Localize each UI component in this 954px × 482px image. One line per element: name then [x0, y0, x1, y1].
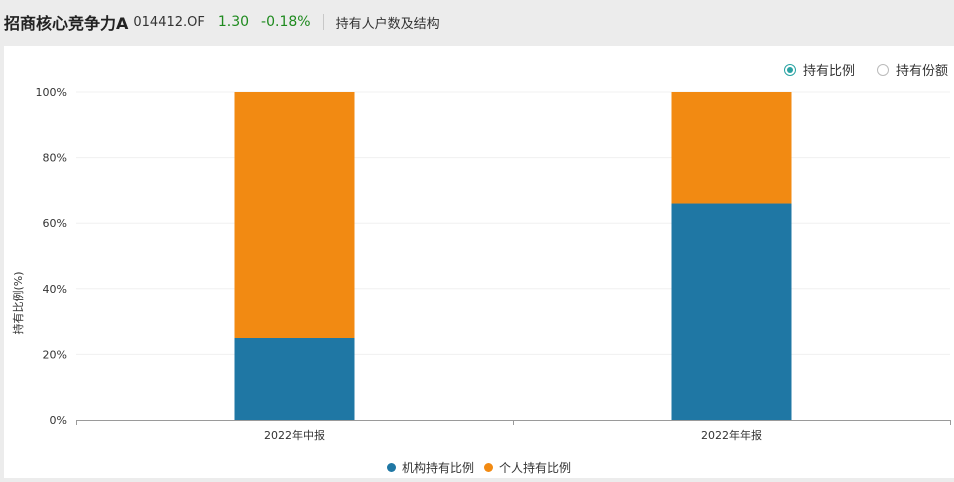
- y-axis-label: 持有比例(%): [11, 271, 25, 334]
- stacked-bar-chart: 0% 20% 40% 60% 80% 100% 持有比例(%) 2022年中报 2022年年…: [11, 86, 951, 442]
- x-tick-label: 2022年中报: [264, 428, 325, 442]
- section-title: 持有人户数及结构: [335, 16, 440, 32]
- radio-unselected-icon[interactable]: [876, 63, 889, 76]
- option-holding-shares[interactable]: 持有份额: [876, 60, 948, 79]
- y-tick-label: 20%: [43, 348, 67, 361]
- x-tick-label: 2022年年报: [701, 428, 762, 442]
- bar-institution: [234, 338, 355, 420]
- legend-item-individual[interactable]: 个人持有比例: [484, 459, 571, 476]
- legend: 机构持有比例 个人持有比例: [4, 459, 954, 476]
- fund-code: 014412.OF: [133, 14, 205, 30]
- radio-selected-icon[interactable]: [783, 63, 796, 76]
- chart-panel: 持有比例 持有份额 0% 20% 40% 60% 80% 100% 持有比例(%) 202…: [4, 46, 954, 478]
- y-tick-label: 40%: [43, 283, 67, 296]
- header-bar: 招商核心竞争力A 014412.OF 1.30 -0.18% 持有人户数及结构: [0, 0, 954, 44]
- legend-dot-institution: [386, 463, 396, 472]
- fund-nav: 1.30: [217, 14, 250, 30]
- option-holding-ratio[interactable]: 持有比例: [783, 60, 855, 79]
- header-divider: [322, 14, 324, 30]
- bars: [234, 92, 792, 420]
- view-toggle: 持有比例 持有份额: [762, 60, 948, 79]
- x-axis: 2022年中报 2022年年报: [76, 420, 951, 442]
- y-tick-label: 60%: [43, 217, 67, 230]
- legend-dot-individual: [484, 463, 493, 472]
- legend-label-individual: 个人持有比例: [499, 461, 572, 475]
- y-tick-label: 80%: [43, 152, 67, 165]
- y-tick-label: 0%: [50, 414, 67, 427]
- bar-institution: [671, 203, 792, 420]
- fund-change: -0.18%: [261, 14, 311, 30]
- bar-individual: [234, 92, 355, 338]
- grid-lines: [76, 91, 950, 355]
- y-tick-label: 100%: [36, 86, 67, 99]
- legend-label-institution: 机构持有比例: [401, 461, 474, 475]
- bar-individual: [671, 92, 792, 204]
- option-holding-ratio-label: 持有比例: [802, 64, 855, 79]
- y-axis-ticks: 0% 20% 40% 60% 80% 100%: [36, 86, 67, 427]
- option-holding-shares-label: 持有份额: [895, 64, 948, 79]
- fund-name: 招商核心竞争力A: [4, 14, 129, 33]
- legend-item-institution[interactable]: 机构持有比例: [386, 459, 474, 476]
